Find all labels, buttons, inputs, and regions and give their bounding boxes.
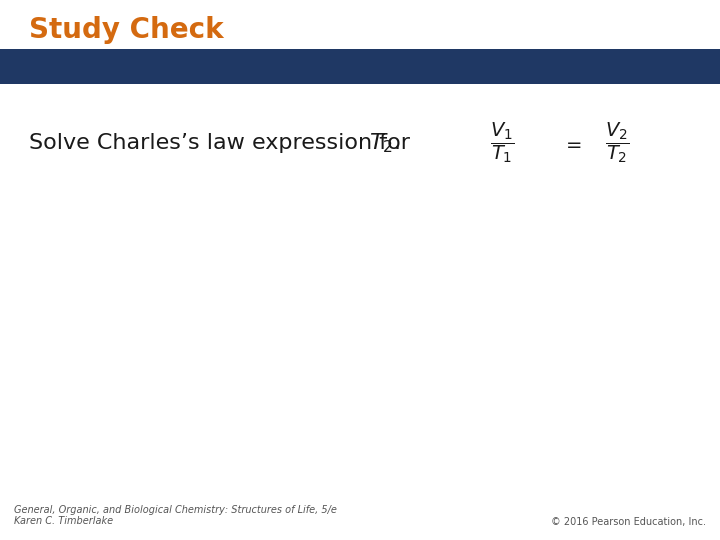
Text: $\dfrac{V_1}{T_1}$: $\dfrac{V_1}{T_1}$ <box>490 121 514 165</box>
Text: General, Organic, and Biological Chemistry: Structures of Life, 5/e
Karen C. Tim: General, Organic, and Biological Chemist… <box>14 505 337 526</box>
Text: Study Check: Study Check <box>29 16 223 44</box>
FancyBboxPatch shape <box>0 49 720 84</box>
Text: Solve Charles’s law expression for: Solve Charles’s law expression for <box>29 133 417 153</box>
Text: $\dfrac{V_2}{T_2}$: $\dfrac{V_2}{T_2}$ <box>605 121 629 165</box>
Text: © 2016 Pearson Education, Inc.: © 2016 Pearson Education, Inc. <box>551 516 706 526</box>
Text: $=$: $=$ <box>562 133 582 153</box>
Text: $\mathit{T}_2$.: $\mathit{T}_2$. <box>369 131 400 155</box>
